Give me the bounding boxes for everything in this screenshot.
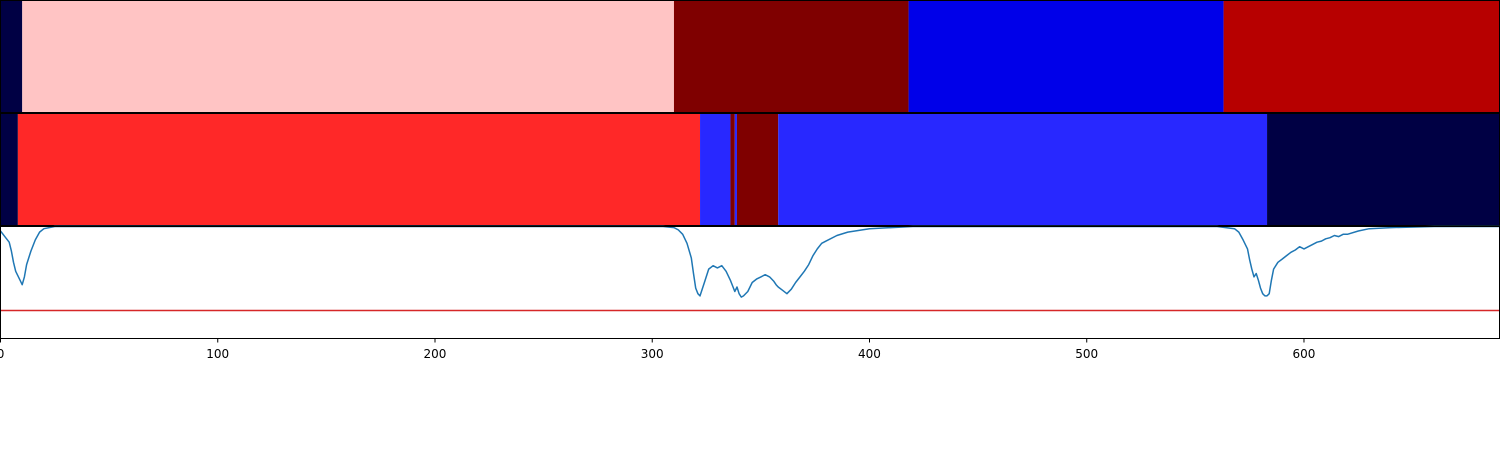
segment-rect xyxy=(700,113,731,226)
segment-rect xyxy=(1267,113,1500,226)
series-line xyxy=(0,225,1500,298)
x-tick-label: 500 xyxy=(1075,347,1098,361)
segment-rect xyxy=(0,0,23,113)
segment-rect xyxy=(736,113,779,226)
x-tick-label: 400 xyxy=(858,347,881,361)
line-plot-panel xyxy=(0,225,1500,339)
segment-rect xyxy=(17,113,701,226)
segment-rect xyxy=(730,113,735,226)
x-tick-label: 0 xyxy=(0,347,4,361)
x-tick-label: 100 xyxy=(206,347,229,361)
segment-rect xyxy=(22,0,674,113)
segment-rect xyxy=(1223,0,1500,113)
x-tick-label: 200 xyxy=(424,347,447,361)
panel-frame xyxy=(0,226,1500,339)
x-tick-label: 300 xyxy=(641,347,664,361)
x-tick-label: 600 xyxy=(1293,347,1316,361)
segment-rect xyxy=(0,113,18,226)
segment-rect xyxy=(908,0,1224,113)
middle-segment-bar xyxy=(0,113,1500,226)
segment-rect xyxy=(673,0,909,113)
segment-rect xyxy=(734,113,737,226)
segment-rect xyxy=(778,113,1268,226)
x-axis: 0 100 200 300 400 500 600 xyxy=(0,338,1316,361)
top-segment-bar xyxy=(0,0,1500,113)
